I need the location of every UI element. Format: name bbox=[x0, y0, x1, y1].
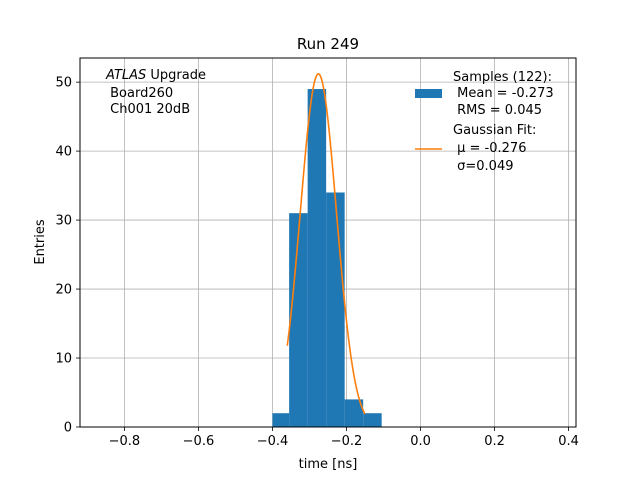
histogram-bar bbox=[363, 413, 382, 427]
annotation-atlas-word: ATLAS bbox=[105, 68, 146, 83]
histogram-bar bbox=[344, 399, 364, 427]
y-tick-label: 50 bbox=[55, 76, 72, 91]
x-tick-label: 0.4 bbox=[558, 434, 579, 449]
histogram-bar bbox=[307, 89, 327, 427]
x-tick-label: −0.2 bbox=[331, 434, 363, 449]
annotation-upgrade-word: Upgrade bbox=[146, 68, 206, 83]
gaussian-fit-curve bbox=[286, 73, 366, 415]
legend-samples-line-3: RMS = 0.045 bbox=[453, 103, 542, 118]
legend-fit-line-2: μ = -0.276 bbox=[453, 141, 526, 156]
plot-frame bbox=[79, 57, 577, 428]
annotation-line-2: Board260 bbox=[106, 86, 173, 101]
x-axis-label: time [ns] bbox=[299, 457, 358, 472]
y-axis-label: Entries bbox=[33, 219, 48, 265]
y-tick-label: 10 bbox=[55, 352, 72, 367]
x-tick-label: 0.0 bbox=[410, 434, 431, 449]
legend-samples-line-2: Mean = -0.273 bbox=[453, 86, 554, 101]
x-tick-label: −0.6 bbox=[183, 434, 215, 449]
x-tick-label: −0.4 bbox=[257, 434, 289, 449]
y-tick-label: 30 bbox=[55, 214, 72, 229]
legend-fit-line-3: σ=0.049 bbox=[453, 159, 513, 174]
legend-fit-line-1: Gaussian Fit: bbox=[453, 123, 536, 138]
histogram-bar bbox=[272, 413, 290, 427]
legend: Samples (122): Mean = -0.273 RMS = 0.045… bbox=[415, 70, 554, 174]
chart-title: Run 249 bbox=[297, 35, 359, 53]
y-tick-label: 40 bbox=[55, 145, 72, 160]
y-axis-ticks: 0 10 20 30 40 50 bbox=[55, 76, 80, 436]
legend-samples-swatch bbox=[415, 89, 442, 98]
legend-samples-line-1: Samples (122): bbox=[453, 70, 552, 85]
y-tick-label: 0 bbox=[64, 421, 72, 436]
gaussian-fit bbox=[286, 73, 366, 415]
x-tick-label: 0.2 bbox=[484, 434, 505, 449]
histogram-bar bbox=[326, 192, 345, 427]
x-axis-ticks: −0.8 −0.6 −0.4 −0.2 0.0 0.2 0.4 bbox=[109, 427, 579, 449]
histogram-bar bbox=[289, 213, 308, 427]
annotation-line-3: Ch001 20dB bbox=[106, 102, 190, 117]
x-tick-label: −0.8 bbox=[109, 434, 141, 449]
annotation-line-1: ATLAS Upgrade bbox=[105, 68, 206, 83]
y-tick-label: 20 bbox=[55, 283, 72, 298]
